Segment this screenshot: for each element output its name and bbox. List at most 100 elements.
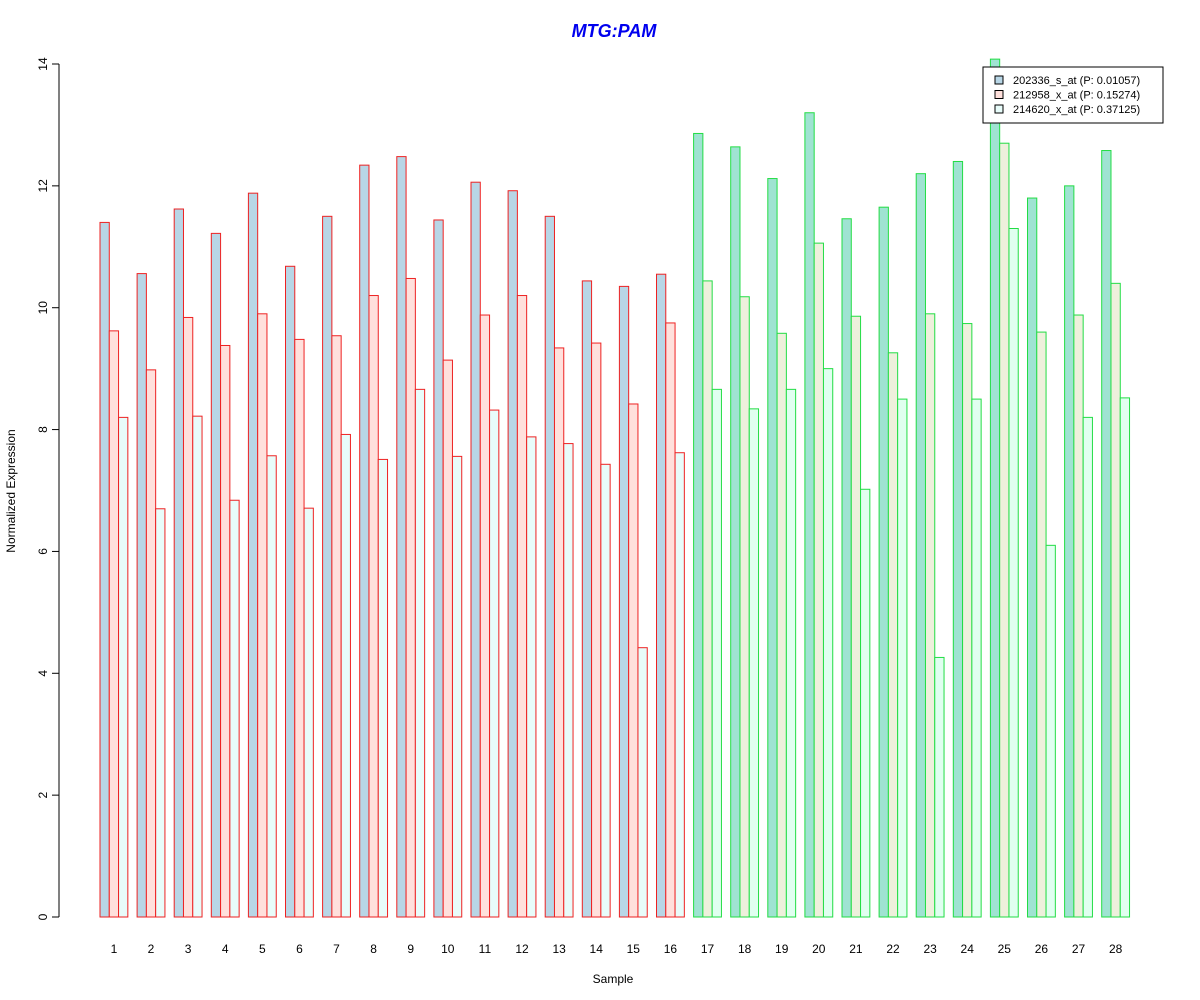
bar-sample-10-series-1 [433,219,444,918]
bar-sample-18-series-1 [730,146,741,918]
bar-sample-18-series-2 [739,296,750,918]
bar-sample-3-series-2 [182,316,194,918]
legend-label: 214620_x_at (P: 0.37125) [1013,104,1140,116]
bar-sample-9-series-3 [414,388,426,918]
x-tick-label: 8 [370,942,377,956]
y-tick-label: 6 [36,548,50,555]
x-tick-label: 27 [1072,942,1086,956]
bar-sample-14-series-1 [581,280,593,918]
bar-sample-15-series-1 [618,285,630,918]
x-tick-label: 12 [515,942,529,956]
bar-sample-13-series-2 [553,347,565,918]
bar-sample-27-series-3 [1082,416,1093,918]
x-tick-label: 3 [185,942,192,956]
bar-sample-23-series-3 [934,656,945,918]
x-tick-label: 21 [849,942,863,956]
bar-sample-26-series-1 [1027,197,1038,918]
bar-sample-3-series-3 [192,415,203,918]
bar-sample-8-series-2 [368,295,379,918]
bar-sample-19-series-1 [767,178,778,918]
bar-sample-13-series-3 [563,443,574,918]
y-tick-label: 10 [36,301,50,315]
bar-sample-4-series-1 [210,232,222,918]
bar-sample-22-series-1 [878,206,889,918]
y-tick-label: 2 [36,791,50,798]
x-tick-label: 4 [222,942,229,956]
y-tick-label: 8 [36,426,50,433]
x-tick-label: 11 [479,942,492,956]
bar-sample-1-series-3 [118,416,129,918]
bar-sample-25-series-2 [999,142,1010,918]
x-tick-label: 24 [961,942,975,956]
x-tick-label: 1 [111,942,118,956]
bar-sample-19-series-2 [776,332,787,918]
bar-sample-15-series-3 [637,647,648,918]
x-tick-label: 25 [998,942,1012,956]
bar-sample-18-series-3 [748,408,760,918]
bar-sample-14-series-3 [600,463,611,918]
bar-sample-19-series-3 [785,388,797,918]
bar-sample-22-series-2 [887,352,899,918]
bar-sample-8-series-1 [359,164,370,918]
y-tick-label: 4 [36,670,50,677]
bar-sample-15-series-2 [628,403,639,918]
legend-label: 212958_x_at (P: 0.15274) [1013,90,1140,102]
bar-sample-6-series-3 [303,507,314,918]
bar-sample-6-series-1 [285,265,296,918]
bar-sample-28-series-1 [1101,150,1112,918]
x-tick-label: 15 [627,942,641,956]
bar-sample-28-series-3 [1119,397,1131,918]
bar-sample-4-series-3 [229,499,240,918]
y-axis-label: Normalized Expression [4,429,18,552]
bar-sample-2-series-1 [136,273,147,918]
bar-sample-5-series-3 [266,455,277,918]
bar-sample-4-series-2 [220,344,231,918]
bar-sample-21-series-2 [850,315,862,918]
bar-sample-25-series-3 [1008,228,1019,918]
bar-sample-12-series-1 [507,190,518,918]
x-tick-label: 23 [923,942,937,956]
bar-sample-2-series-2 [145,369,157,918]
bar-sample-7-series-2 [331,335,342,918]
bars [99,58,1131,918]
bar-sample-7-series-3 [340,433,351,918]
bar-sample-6-series-2 [294,338,305,918]
y-tick-label: 12 [36,179,50,193]
bar-sample-28-series-2 [1110,282,1121,918]
x-tick-label: 14 [590,942,604,956]
bar-sample-21-series-1 [841,218,852,918]
x-tick-label: 6 [296,942,303,956]
x-tick-label: 19 [775,942,789,956]
bar-sample-20-series-1 [804,112,815,918]
x-tick-label: 13 [552,942,566,956]
bar-sample-17-series-2 [702,280,713,918]
bar-sample-7-series-1 [322,215,333,918]
legend-swatch [994,75,1004,85]
bar-sample-24-series-1 [952,160,964,918]
bar-sample-22-series-3 [897,398,908,918]
x-tick-label: 10 [441,942,455,956]
bar-sample-3-series-1 [173,208,184,918]
bar-sample-9-series-2 [405,277,416,918]
bar-sample-11-series-2 [479,314,491,918]
chart-title: MTG:PAM [572,21,658,41]
bar-sample-24-series-2 [962,323,973,918]
bar-sample-20-series-2 [813,242,824,918]
legend-swatch [994,104,1004,114]
bar-sample-12-series-2 [516,295,528,918]
x-tick-label: 20 [812,942,826,956]
bar-sample-16-series-3 [674,452,685,918]
x-tick-label: 5 [259,942,266,956]
bar-sample-20-series-3 [822,368,834,918]
bar-sample-16-series-2 [665,322,676,918]
bar-sample-17-series-3 [711,388,722,918]
bar-sample-26-series-3 [1045,544,1056,918]
bar-sample-12-series-3 [526,436,537,918]
bar-sample-14-series-2 [591,342,602,918]
bar-sample-17-series-1 [693,132,704,918]
x-tick-label: 7 [333,942,340,956]
bar-sample-25-series-1 [989,58,1001,918]
bar-sample-16-series-1 [656,273,667,918]
bar-sample-10-series-2 [442,359,453,918]
